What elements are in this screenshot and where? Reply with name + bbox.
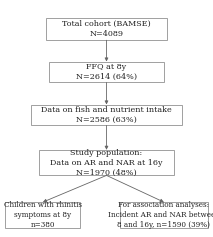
FancyBboxPatch shape	[46, 18, 167, 40]
FancyBboxPatch shape	[39, 150, 174, 175]
FancyBboxPatch shape	[5, 202, 81, 228]
FancyBboxPatch shape	[120, 202, 208, 228]
Text: Children with rhinitis
symptoms at 8y
n=380: Children with rhinitis symptoms at 8y n=…	[4, 201, 82, 229]
Text: Data on fish and nutrient intake
N=2586 (63%): Data on fish and nutrient intake N=2586 …	[41, 106, 172, 124]
Text: Study population:
Data on AR and NAR at 16y
N=1970 (48%): Study population: Data on AR and NAR at …	[50, 149, 163, 177]
FancyBboxPatch shape	[49, 62, 164, 82]
Text: For association analyses:
Incident AR and NAR between
8 and 16y, n=1590 (39%): For association analyses: Incident AR an…	[108, 201, 213, 229]
Text: Total cohort (BAMSE)
N=4089: Total cohort (BAMSE) N=4089	[62, 20, 151, 38]
FancyBboxPatch shape	[31, 105, 182, 125]
Text: FFQ at 8y
N=2614 (64%): FFQ at 8y N=2614 (64%)	[76, 63, 137, 81]
